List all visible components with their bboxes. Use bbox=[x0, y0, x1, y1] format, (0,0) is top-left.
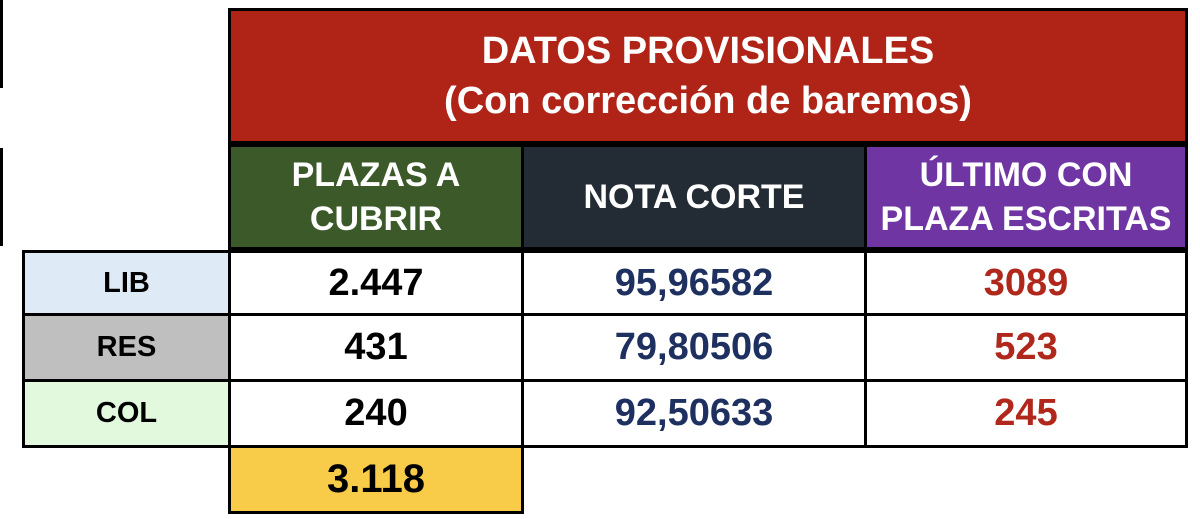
cell-lib-ultimo: 3089 bbox=[867, 250, 1188, 316]
cell-lib-nota: 95,96582 bbox=[524, 250, 867, 316]
total-plazas: 3.118 bbox=[228, 448, 524, 514]
table-title: DATOS PROVISIONALES (Con corrección de b… bbox=[228, 8, 1188, 144]
header-plazas-a-cubrir: PLAZAS A CUBRIR bbox=[228, 144, 524, 250]
title-line-2: (Con corrección de baremos) bbox=[444, 80, 972, 122]
header-ultimo-line-1: ÚLTIMO CON bbox=[919, 156, 1133, 194]
title-line-1: DATOS PROVISIONALES bbox=[481, 30, 935, 72]
cell-res-nota: 79,80506 bbox=[524, 316, 867, 382]
header-nota-corte: NOTA CORTE bbox=[524, 144, 867, 250]
cell-res-plazas: 431 bbox=[228, 316, 524, 382]
header-ultimo-line-2: PLAZA ESCRITAS bbox=[880, 200, 1172, 238]
edge-mark-middle bbox=[0, 148, 3, 246]
header-ultimo-con-plaza: ÚLTIMO CON PLAZA ESCRITAS bbox=[867, 144, 1188, 250]
row-label-lib: LIB bbox=[22, 250, 228, 316]
row-label-res: RES bbox=[22, 316, 228, 382]
cell-res-ultimo: 523 bbox=[867, 316, 1188, 382]
header-plazas-line-1: PLAZAS A bbox=[291, 156, 461, 194]
cell-col-plazas: 240 bbox=[228, 382, 524, 448]
edge-mark-top bbox=[0, 0, 3, 88]
cell-col-ultimo: 245 bbox=[867, 382, 1188, 448]
header-nota-label: NOTA CORTE bbox=[583, 178, 805, 216]
row-label-col: COL bbox=[22, 382, 228, 448]
cell-col-nota: 92,50633 bbox=[524, 382, 867, 448]
cell-lib-plazas: 2.447 bbox=[228, 250, 524, 316]
header-plazas-line-2: CUBRIR bbox=[309, 200, 443, 238]
